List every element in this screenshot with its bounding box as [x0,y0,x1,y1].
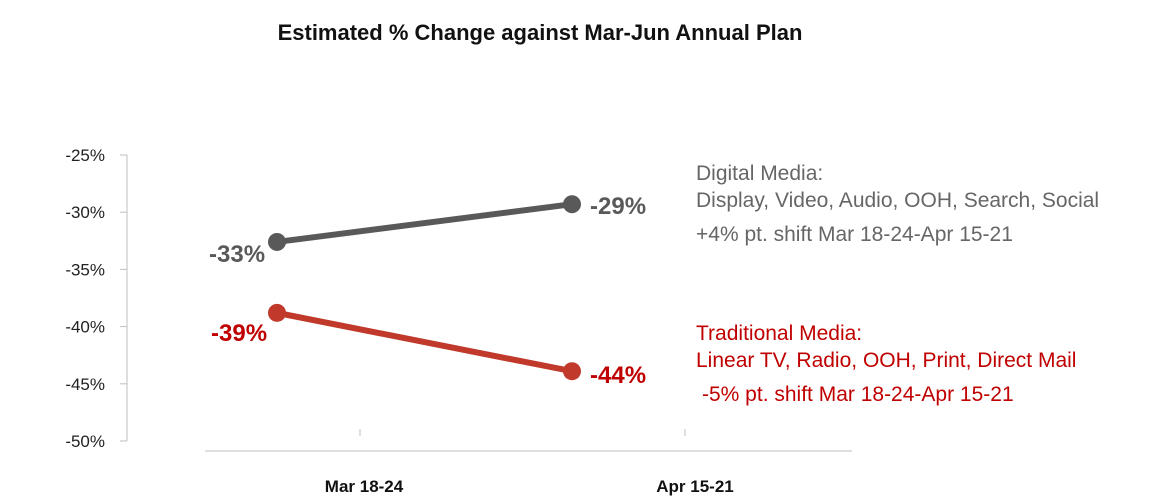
data-point [268,303,286,322]
data-label: -39% [211,320,267,347]
x-category-label: Apr 15-21 [656,477,733,496]
y-tick-label: -30% [65,203,105,222]
y-tick-label: -25% [65,146,105,165]
data-point [563,362,581,381]
data-label: -44% [590,362,646,389]
traditional-media-note: Traditional Media: Linear TV, Radio, OOH… [696,320,1076,408]
y-tick-label: -35% [65,260,105,279]
series-layer: -33% -29% -39% -44% [209,193,646,389]
y-tick-label: -50% [65,432,105,451]
digital-media-note: Digital Media: Display, Video, Audio, OO… [696,160,1099,248]
digital-media-shift: +4% pt. shift Mar 18-24-Apr 15-21 [696,222,1013,246]
y-tick-label: -40% [65,318,105,337]
digital-media-channels: Display, Video, Audio, OOH, Search, Soci… [696,189,1100,213]
x-axis-ticks: Mar 18-24 Apr 15-21 [325,429,734,496]
traditional-media-shift: -5% pt. shift Mar 18-24-Apr 15-21 [702,382,1014,406]
series-line [274,309,575,375]
data-point [268,232,286,251]
x-category-label: Mar 18-24 [325,477,404,496]
series-line [274,201,575,245]
traditional-media-heading: Traditional Media: [696,322,863,345]
digital-media-heading: Digital Media: [696,162,824,185]
y-tick-label: -45% [65,375,105,394]
data-label: -29% [590,193,646,220]
chart-title: Estimated % Change against Mar-Jun Annua… [277,20,803,45]
traditional-media-channels: Linear TV, Radio, OOH, Print, Direct Mai… [696,349,1077,373]
y-axis-ticks: -25% -30% -35% -40% -45% -50% [65,146,127,451]
data-point [563,195,581,214]
data-label: -33% [209,241,265,268]
